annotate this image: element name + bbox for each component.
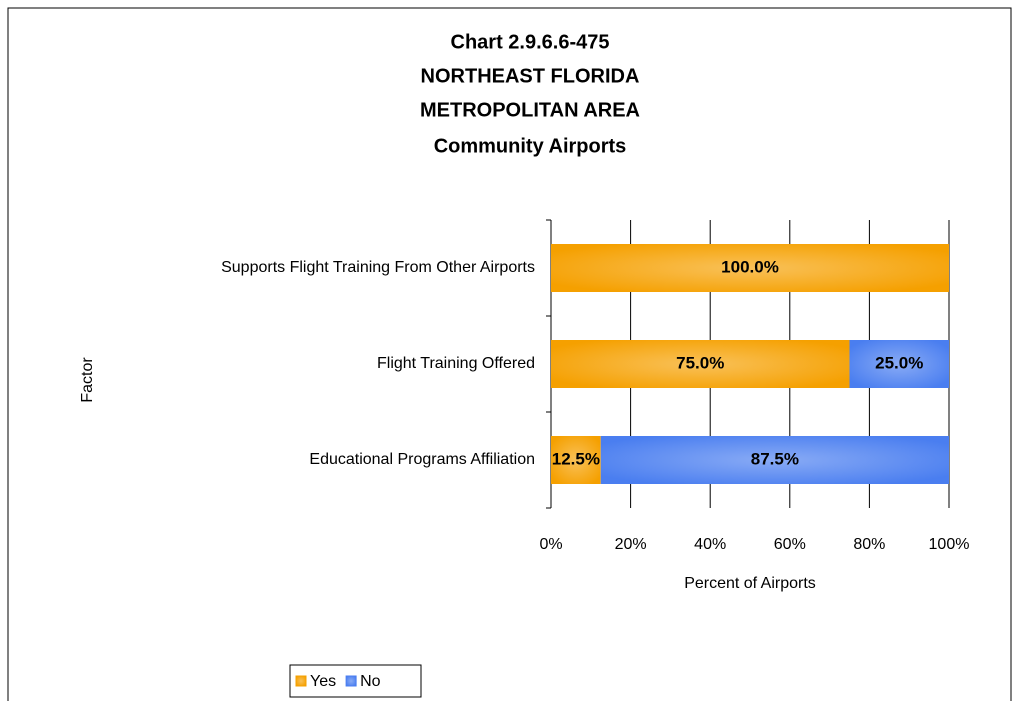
x-tick-label: 80% — [853, 536, 885, 553]
x-tick-label: 0% — [539, 536, 562, 553]
legend-label: Yes — [310, 673, 336, 690]
chart-title: NORTHEAST FLORIDA — [421, 65, 640, 87]
chart-title: METROPOLITAN AREA — [420, 99, 640, 121]
legend-swatch — [295, 675, 307, 687]
bar-segment — [551, 436, 601, 484]
value-label: 75.0% — [676, 353, 724, 372]
value-label: 87.5% — [751, 449, 799, 468]
bar-segment — [849, 340, 949, 388]
chart-title: Chart 2.9.6.6-475 — [451, 31, 610, 53]
x-tick-label: 40% — [694, 536, 726, 553]
y-tick-label: Supports Flight Training From Other Airp… — [221, 259, 535, 276]
bar-segment — [551, 340, 850, 388]
bar-segment — [600, 436, 949, 484]
x-tick-label: 60% — [774, 536, 806, 553]
legend-label: No — [360, 673, 381, 690]
bar-segment — [551, 244, 949, 292]
y-tick-label: Educational Programs Affiliation — [309, 451, 535, 468]
legend-swatch — [345, 675, 357, 687]
x-tick-label: 20% — [615, 536, 647, 553]
value-label: 25.0% — [875, 353, 923, 372]
value-label: 100.0% — [721, 257, 779, 276]
x-axis-label: Percent of Airports — [684, 575, 816, 592]
value-label: 12.5% — [552, 449, 600, 468]
x-tick-label: 100% — [929, 536, 970, 553]
y-tick-label: Flight Training Offered — [377, 355, 535, 372]
chart-frame — [7, 7, 1012, 701]
chart-title: Community Airports — [434, 135, 627, 157]
y-axis-label: Factor — [79, 357, 96, 403]
